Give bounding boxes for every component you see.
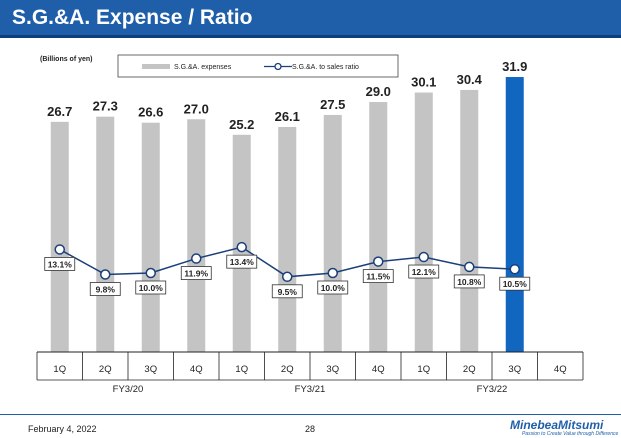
page-number: 28 [305,424,316,434]
footer-date: February 4, 2022 [28,424,97,434]
ratio-label-box [271,284,303,299]
ratio-label: 11.5% [366,272,390,282]
x-tick-label: 2Q [463,364,476,375]
bar-label: 26.6 [138,105,163,120]
ratio-label: 11.9% [184,269,208,279]
bar [323,114,342,352]
bar-label: 30.1 [411,75,436,90]
bar [460,89,479,353]
ratio-point [236,241,247,253]
ratio-label-box [226,254,258,269]
ratio-label-box [89,282,121,296]
x-tick-label: 3Q [144,364,157,375]
unit-label: (Billions of yen) [40,56,93,63]
ratio-point [373,256,384,267]
bar [187,119,206,352]
legend-box [117,54,399,78]
ratio-label: 13.1% [48,259,73,269]
x-tick-label: 3Q [508,364,521,375]
brand-logo: MinebeaMitsumi [510,418,604,432]
ratio-label-box [499,276,531,291]
x-group-label: FY3/21 [295,384,326,395]
ratio-point [54,244,65,255]
x-tick-label: 2Q [281,364,294,375]
header-bar: S.G.&A. Expense / Ratio [0,0,621,38]
ratio-label: 10.8% [457,277,482,287]
ratio-point [418,251,429,263]
ratio-point [145,267,156,279]
bar-label: 26.7 [47,104,72,119]
ratio-label: 10.0% [321,283,346,293]
x-tick-label: 1Q [235,364,248,375]
ratio-label: 13.4% [230,257,255,267]
x-group-label: FY3/20 [113,384,144,395]
ratio-label: 9.5% [278,287,298,297]
bar [50,121,69,352]
x-tick-label: 4Q [190,364,203,375]
ratio-point [327,267,338,279]
bar-label: 29.0 [366,84,391,99]
ratio-label-box [135,280,167,295]
ratio-label: 10.0% [139,283,164,293]
x-tick-label: 2Q [99,364,112,375]
ratio-label: 9.8% [96,285,116,295]
ratio-label-box [408,264,440,279]
bar [505,77,524,352]
x-group-label: FY3/22 [477,384,508,395]
ratio-point [100,269,111,280]
legend-line-marker [274,62,282,71]
legend-bar-label: S.G.&A. expenses [174,64,232,71]
ratio-label-box [453,274,485,289]
bar-label: 25.2 [229,117,254,132]
page-title: S.G.&A. Expense / Ratio [12,6,253,29]
ratio-point [191,253,202,264]
bar-label: 27.3 [93,99,118,114]
bar [414,92,433,353]
ratio-label-box [362,269,394,284]
bar-label: 27.5 [320,97,345,112]
ratio-point [282,271,293,283]
bar [369,102,388,353]
x-tick-label: 1Q [53,364,66,375]
x-tick-label: 4Q [554,364,567,375]
ratio-label: 12.1% [412,267,437,277]
bar-label: 31.9 [502,59,527,74]
ratio-label-box [44,257,76,271]
ratio-point [464,261,475,273]
x-tick-label: 4Q [372,364,385,375]
brand-tagline: Passion to Create Value through Differen… [522,431,619,437]
ratio-point [509,263,520,275]
x-tick-label: 1Q [417,364,430,375]
bar [141,122,160,352]
legend-bar-swatch [142,64,170,69]
x-tick-label: 3Q [326,364,339,375]
bar-label: 30.4 [457,72,483,87]
bar [96,116,115,352]
bar-label: 26.1 [275,109,300,124]
bar [278,127,297,352]
footer-divider [0,414,621,415]
ratio-label-box [180,266,212,280]
bar-label: 27.0 [184,101,209,116]
ratio-label: 10.5% [503,279,528,289]
ratio-label-box [317,280,349,295]
legend-line-label: S.G.&A. to sales ratio [292,64,359,71]
